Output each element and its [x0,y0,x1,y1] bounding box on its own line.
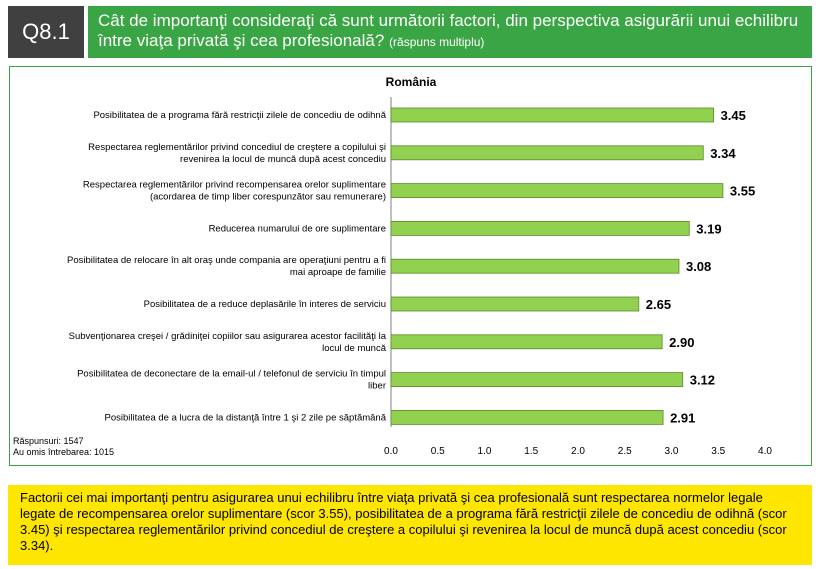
category-label: Posibilitatea de a programa fără restric… [93,110,386,121]
question-id-badge: Q8.1 [8,6,84,58]
chart-title: România [386,75,437,89]
category-label: Subvenţionarea creşei / grădiniţei copii… [69,331,387,342]
question-id: Q8.1 [22,19,70,44]
value-label: 2.65 [646,297,671,312]
x-tick-label: 3.5 [711,446,725,457]
responses-count: Răspunsuri: 1547 [13,436,84,446]
x-tick-label: 0.0 [384,446,398,457]
bar [390,372,684,388]
x-tick-label: 4.0 [758,446,772,457]
category-label: liber [368,381,386,392]
value-label: 3.19 [696,221,721,236]
category-label: (acordarea de timp liber corespunzător s… [150,192,386,203]
response-footnote: Răspunsuri: 1547 Au omis întrebarea: 101… [13,436,114,458]
category-label: Posibilitatea de a reduce deplasările în… [144,299,386,310]
x-tick-label: 0.5 [431,446,445,457]
question-text: Cât de importanţi consideraţi că sunt ur… [98,11,799,50]
value-label: 3.12 [690,373,715,388]
summary-box: Factorii cei mai importanţi pentru asigu… [8,485,812,565]
value-label: 3.34 [710,146,736,161]
x-tick-label: 2.0 [571,446,585,457]
value-label: 3.55 [730,184,755,199]
value-label: 2.90 [669,335,694,350]
chart-panel: România Posibilitatea de a programa fără … [9,66,812,466]
category-label: Posibilitatea de a lucra de la distanţă … [105,412,387,423]
x-tick-label: 1.5 [524,446,538,457]
category-label: locul de muncă [322,343,387,354]
category-label: revenirea la locul de muncă după acest c… [180,154,386,165]
bar [390,296,640,312]
bar-chart: România Posibilitatea de a programa fără … [67,75,772,457]
summary-text: Factorii cei mai importanţi pentru asigu… [20,490,787,553]
bar [390,409,664,425]
category-label: Reducerea numarului de ore suplimentare [209,223,386,234]
bar [390,107,714,123]
bar [390,334,663,350]
omitted-count: Au omis întrebarea: 1015 [13,447,115,457]
bar [390,258,680,274]
category-label: Respectarea reglementărilor privind conc… [88,142,386,153]
category-label: Posibilitatea de deconectare de la email… [77,369,386,380]
x-tick-label: 2.5 [618,446,632,457]
value-label: 3.45 [721,108,746,123]
category-label: Posibilitatea de relocare în alt oraş un… [67,255,386,266]
question-banner: Cât de importanţi consideraţi că sunt ur… [88,6,812,58]
category-label: mai aproape de familie [290,267,386,278]
value-label: 3.08 [686,259,711,274]
category-label: Respectarea reglementărilor privind reco… [83,180,386,191]
bar [390,220,690,236]
question-note: (răspuns multiplu) [389,35,485,49]
x-tick-label: 1.0 [478,446,492,457]
value-label: 2.91 [670,410,695,425]
bar [390,183,724,198]
bar [390,145,704,161]
question-header: Q8.1 Cât de importanţi consideraţi că su… [0,0,820,60]
x-tick-label: 3.0 [665,446,679,457]
